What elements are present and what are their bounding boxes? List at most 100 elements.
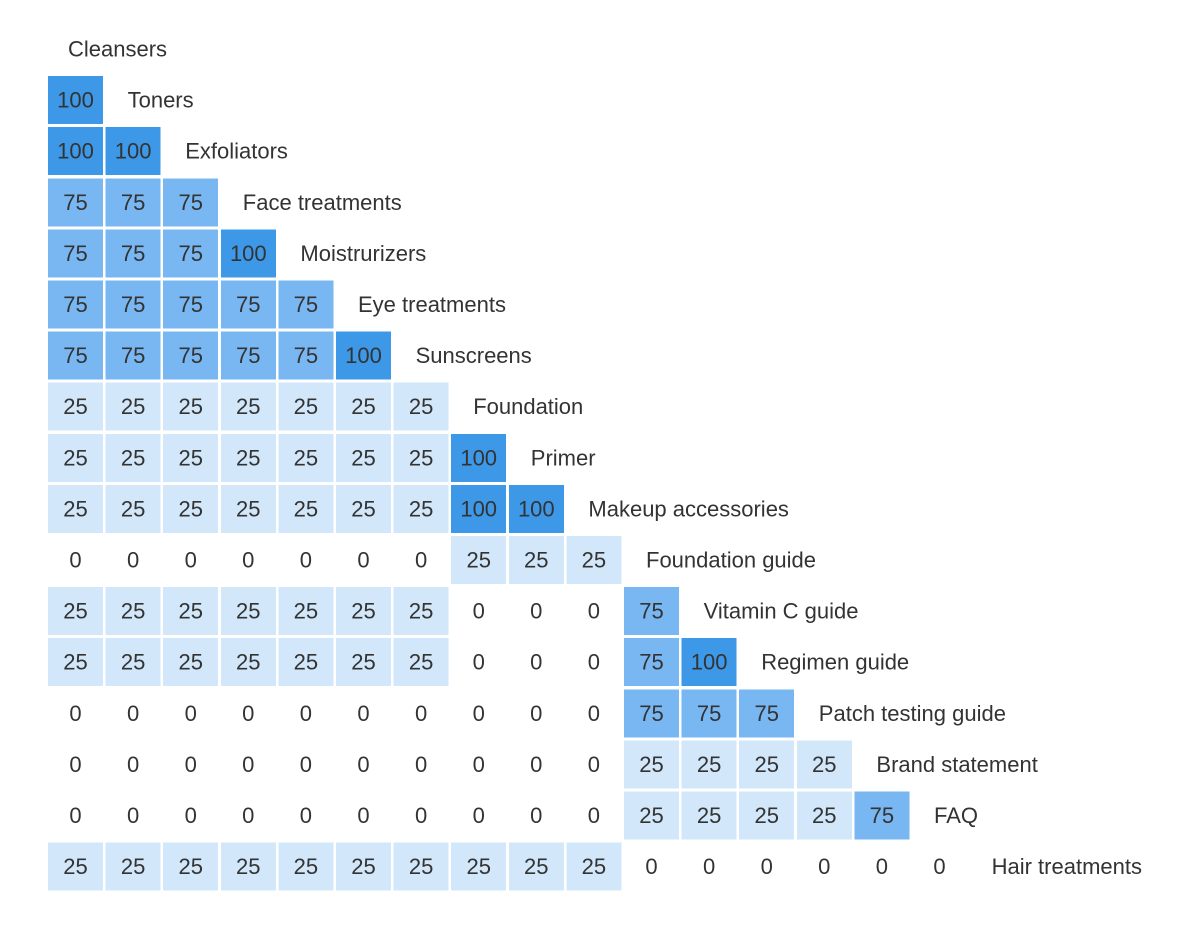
cell-value: 0	[588, 701, 600, 726]
matrix-cell	[163, 331, 219, 380]
cell-value: 75	[236, 343, 260, 368]
cell-value: 25	[294, 599, 318, 624]
cell-value: 0	[127, 803, 139, 828]
matrix-cell	[681, 740, 737, 789]
matrix-cell	[278, 484, 334, 533]
row-label: Primer	[531, 445, 596, 470]
cell-value: 75	[639, 599, 663, 624]
cell-value: 75	[639, 650, 663, 675]
matrix-cell	[48, 842, 103, 891]
cell-value: 25	[63, 854, 87, 879]
cell-value: 75	[63, 190, 87, 215]
matrix-cell	[681, 638, 737, 687]
cell-value: 0	[473, 803, 485, 828]
cell-value: 100	[460, 445, 497, 470]
matrix-cell	[336, 689, 391, 738]
matrix-cell	[278, 433, 334, 482]
matrix-cell	[48, 178, 103, 227]
row-labels: Cleansers Toners Exfoliators Face treatment…	[68, 37, 1142, 880]
matrix-cell	[854, 791, 910, 840]
cell-value: 100	[57, 139, 94, 164]
matrix-cell	[163, 689, 219, 738]
cell-value: 0	[185, 752, 197, 777]
matrix-cell	[163, 587, 219, 636]
cell-value: 25	[466, 548, 490, 573]
cell-value: 25	[63, 394, 87, 419]
cell-value: 75	[294, 343, 318, 368]
cell-value: 0	[242, 548, 254, 573]
matrix-cell	[163, 229, 219, 278]
cell-value: 0	[530, 650, 542, 675]
cell-value: 75	[63, 292, 87, 317]
cell-value: 0	[415, 803, 427, 828]
matrix-cell	[739, 791, 795, 840]
matrix-cell	[278, 689, 334, 738]
matrix-cells: 100 100 100 75 75 75 75 75 75 100 75 75 75 75 75 75 75 75…	[48, 76, 967, 891]
matrix-cell	[393, 484, 449, 533]
cell-value: 0	[300, 803, 312, 828]
row-label: Hair treatments	[992, 854, 1142, 879]
cell-value: 25	[121, 599, 145, 624]
matrix-cell	[336, 382, 391, 431]
cell-value: 0	[703, 854, 715, 879]
cell-value: 0	[300, 752, 312, 777]
matrix-cell	[336, 331, 391, 380]
cell-value: 0	[473, 599, 485, 624]
matrix-cell	[163, 280, 219, 329]
row-label: Vitamin C guide	[704, 599, 859, 624]
cell-value: 25	[236, 496, 260, 521]
cell-value: 0	[357, 701, 369, 726]
matrix-cell	[105, 638, 161, 687]
matrix-cell	[739, 842, 795, 891]
cell-value: 100	[57, 88, 94, 113]
matrix-cell	[451, 689, 507, 738]
row-label: Foundation guide	[646, 548, 816, 573]
matrix-cell	[105, 127, 161, 176]
matrix-cell	[566, 791, 622, 840]
row-label: Face treatments	[243, 190, 402, 215]
matrix-cell	[220, 331, 276, 380]
matrix-cell	[451, 484, 507, 533]
cell-value: 25	[294, 650, 318, 675]
matrix-cell	[624, 638, 679, 687]
cell-value: 75	[63, 343, 87, 368]
cell-value: 100	[691, 650, 728, 675]
cell-value: 0	[818, 854, 830, 879]
matrix-cell	[48, 536, 103, 584]
cell-value: 25	[63, 650, 87, 675]
matrix-cell	[278, 587, 334, 636]
matrix-cell	[163, 842, 219, 891]
matrix-cell	[624, 740, 679, 789]
cell-value: 0	[933, 854, 945, 879]
matrix-cell	[105, 331, 161, 380]
cell-value: 75	[63, 241, 87, 266]
matrix-cell	[508, 842, 564, 891]
matrix-cell	[796, 842, 852, 891]
cell-value: 0	[300, 701, 312, 726]
cell-value: 0	[357, 548, 369, 573]
matrix-cell	[451, 791, 507, 840]
cell-value: 25	[121, 496, 145, 521]
row-label: Brand statement	[876, 752, 1037, 777]
cell-value: 25	[63, 496, 87, 521]
cell-value: 25	[236, 599, 260, 624]
row-label: Moistrurizers	[300, 241, 426, 266]
cell-value: 0	[530, 599, 542, 624]
cell-value: 25	[409, 496, 433, 521]
matrix-cell	[624, 791, 679, 840]
matrix-cell	[566, 638, 622, 687]
matrix-cell	[105, 280, 161, 329]
cell-value: 25	[639, 803, 663, 828]
matrix-cell	[393, 536, 449, 584]
matrix-cell	[105, 433, 161, 482]
matrix-cell	[451, 536, 507, 584]
matrix-cell	[566, 842, 622, 891]
matrix-cell	[105, 740, 161, 789]
matrix-cell	[48, 791, 103, 840]
cell-value: 25	[524, 854, 548, 879]
cell-value: 0	[761, 854, 773, 879]
cell-value: 25	[63, 599, 87, 624]
matrix-cell	[451, 433, 507, 482]
cell-value: 0	[242, 803, 254, 828]
matrix-cell	[105, 382, 161, 431]
